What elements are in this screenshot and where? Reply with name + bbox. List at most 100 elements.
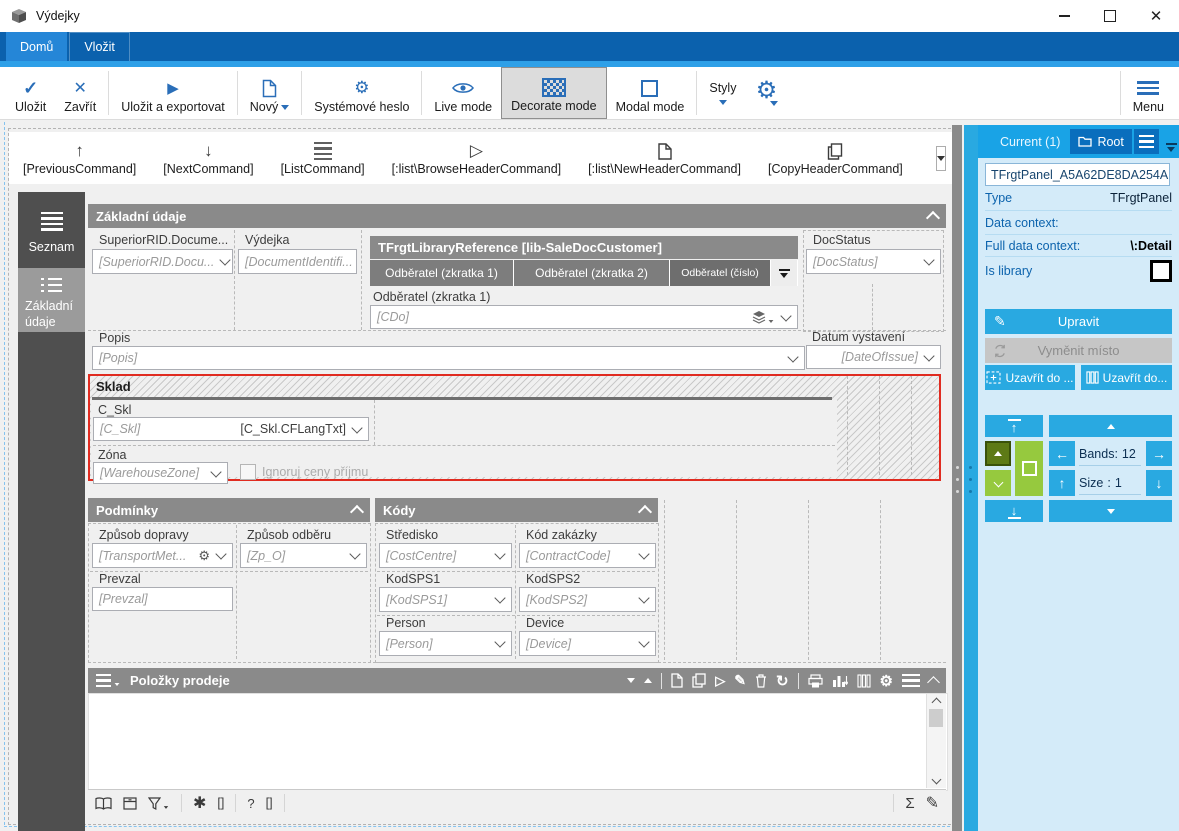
move-bottom-button[interactable]: ↓ bbox=[985, 500, 1043, 522]
move-up-icon[interactable] bbox=[644, 678, 653, 683]
size-up-button[interactable]: ↑ bbox=[1049, 470, 1075, 496]
system-password-button[interactable]: ⚙ Systémové heslo bbox=[314, 78, 410, 114]
band-up-button[interactable] bbox=[1049, 415, 1172, 437]
scroll-down-icon[interactable] bbox=[927, 774, 945, 788]
kodsps1-combo[interactable]: [KodSPS1] bbox=[379, 587, 512, 612]
list-command[interactable]: [ListCommand] bbox=[281, 140, 365, 176]
kodsps2-combo[interactable]: [KodSPS2] bbox=[519, 587, 656, 612]
prevzal-input[interactable]: [Prevzal] bbox=[92, 587, 233, 611]
toolbar-menu-button[interactable]: Menu bbox=[1124, 67, 1173, 119]
filter-icon[interactable] bbox=[148, 796, 170, 810]
polozky-scrollbar[interactable] bbox=[926, 694, 946, 788]
popis-combo[interactable]: [Popis] bbox=[92, 346, 805, 370]
refresh-icon[interactable]: ↻ bbox=[775, 672, 789, 690]
device-combo[interactable]: [Device] bbox=[519, 631, 656, 656]
inspector-menu-button[interactable] bbox=[1133, 129, 1159, 154]
bracket-icon[interactable]: [] bbox=[217, 796, 225, 810]
settings-dropdown-button[interactable]: ⚙ bbox=[745, 67, 787, 119]
cdo-input[interactable]: [CDo] bbox=[370, 305, 798, 329]
vydejka-input[interactable]: [DocumentIdentifi... bbox=[238, 249, 357, 274]
printer-icon[interactable] bbox=[807, 673, 823, 688]
zona-combo[interactable]: [WarehouseZone] bbox=[93, 462, 228, 484]
splitter-handle[interactable] bbox=[952, 125, 962, 831]
sklad-section-selected[interactable]: Sklad C_Skl [C_Skl] [C_Skl.CFLangTxt] Zó… bbox=[88, 374, 941, 484]
doprava-combo[interactable]: [TransportMet... ⚙ bbox=[92, 543, 233, 568]
upravit-button[interactable]: ✎ Upravit bbox=[985, 309, 1172, 334]
previous-command[interactable]: ↑ [PreviousCommand] bbox=[23, 141, 137, 176]
styles-button[interactable]: Styly bbox=[700, 67, 745, 119]
pencil-icon[interactable]: ✎ bbox=[925, 795, 939, 812]
gear-icon[interactable]: ⚙ bbox=[879, 672, 893, 690]
green-down-button[interactable] bbox=[985, 470, 1011, 496]
copy-row-icon[interactable] bbox=[692, 673, 706, 688]
sidebar-item-seznam[interactable]: Seznam bbox=[18, 202, 85, 264]
collapse-icon[interactable] bbox=[349, 504, 365, 519]
kod-zakazky-combo[interactable]: [ContractCode] bbox=[519, 543, 656, 568]
tab-odberatel-cislo[interactable]: Odběratel (číslo) bbox=[670, 260, 770, 286]
menu-icon[interactable] bbox=[902, 673, 920, 688]
docstatus-combo[interactable]: [DocStatus] bbox=[806, 249, 941, 274]
tab-odberatel-zkratka2[interactable]: Odběratel (zkratka 2) bbox=[514, 260, 669, 286]
next-command[interactable]: ↓ [NextCommand] bbox=[163, 141, 254, 176]
cskl-input[interactable]: [C_Skl] [C_Skl.CFLangTxt] bbox=[93, 417, 369, 441]
grid-menu-icon[interactable] bbox=[96, 673, 121, 688]
collapse-icon[interactable] bbox=[925, 210, 941, 225]
dropdown-icon[interactable] bbox=[1165, 132, 1177, 152]
tab-overflow-dropdown[interactable] bbox=[771, 260, 797, 286]
new-header-command[interactable]: [:list\NewHeaderCommand] bbox=[588, 140, 741, 176]
tab-vlozit[interactable]: Vložit bbox=[69, 32, 130, 61]
person-combo[interactable]: [Person] bbox=[379, 631, 512, 656]
bracket-icon[interactable]: [] bbox=[265, 796, 273, 810]
scroll-up-icon[interactable] bbox=[927, 694, 945, 708]
tab-domu[interactable]: Domů bbox=[6, 32, 68, 61]
question-icon[interactable]: ? bbox=[247, 795, 255, 811]
uzavrit-do-button-1[interactable]: Uzavřít do ... bbox=[985, 365, 1075, 390]
maximize-button[interactable] bbox=[1087, 1, 1133, 32]
close-button[interactable]: ✕ bbox=[1149, 8, 1163, 25]
tab-root[interactable]: Root bbox=[1070, 129, 1132, 154]
gear-icon[interactable]: ⚙ bbox=[198, 547, 210, 563]
pencil-icon[interactable]: ✎ bbox=[734, 672, 746, 688]
chart-icon[interactable] bbox=[832, 674, 848, 688]
polozky-list-area[interactable] bbox=[88, 693, 948, 791]
component-name-input[interactable]: TFrgtPanel_A5A62DE8DA254AB bbox=[985, 163, 1170, 186]
layers-icon[interactable] bbox=[752, 310, 775, 324]
datum-combo[interactable]: [DateOfIssue] bbox=[806, 345, 941, 369]
new-row-icon[interactable] bbox=[671, 673, 683, 688]
stredisko-combo[interactable]: [CostCentre] bbox=[379, 543, 512, 568]
tab-odberatel-zkratka1[interactable]: Odběratel (zkratka 1) bbox=[370, 260, 513, 286]
trash-icon[interactable] bbox=[755, 673, 767, 688]
archive-icon[interactable] bbox=[123, 796, 137, 810]
tab-current[interactable]: Current (1) bbox=[1000, 134, 1061, 149]
browse-header-command[interactable]: ▷ [:list\BrowseHeaderCommand] bbox=[391, 141, 562, 176]
sidebar-item-zakladni-udaje[interactable]: Základní údaje bbox=[18, 268, 85, 332]
columns-icon[interactable] bbox=[856, 673, 871, 688]
odber-combo[interactable]: [Zp_O] bbox=[240, 543, 367, 568]
superior-combo[interactable]: [SuperiorRID.Docu... bbox=[92, 249, 233, 274]
asterisk-icon[interactable]: ✱ bbox=[193, 795, 207, 812]
play-outline-icon[interactable]: ▷ bbox=[715, 672, 726, 688]
decorate-mode-button[interactable]: Decorate mode bbox=[501, 67, 607, 119]
book-icon[interactable] bbox=[95, 796, 112, 810]
move-down-icon[interactable] bbox=[627, 678, 636, 683]
green-square-button[interactable] bbox=[1015, 441, 1043, 496]
minimize-button[interactable] bbox=[1041, 1, 1087, 32]
ignore-prices-checkbox[interactable] bbox=[240, 464, 256, 480]
sum-icon[interactable]: Σ bbox=[905, 794, 915, 812]
vymenit-misto-button[interactable]: Vyměnit místo bbox=[985, 338, 1172, 363]
collapse-icon[interactable] bbox=[637, 504, 653, 519]
new-button[interactable]: Nový bbox=[241, 67, 298, 119]
modal-mode-button[interactable]: Modal mode bbox=[607, 67, 694, 119]
uzavrit-do-button-2[interactable]: Uzavřít do... bbox=[1081, 365, 1172, 390]
save-button[interactable]: ✓ Uložit bbox=[15, 77, 47, 115]
band-down-button[interactable] bbox=[1049, 500, 1172, 522]
close-form-button[interactable]: ✕ Zavřít bbox=[55, 67, 105, 119]
move-top-button[interactable]: ↑ bbox=[985, 415, 1043, 437]
save-export-button[interactable]: ▶ Uložit a exportovat bbox=[112, 67, 234, 119]
inspector-edge-handle[interactable] bbox=[964, 125, 978, 831]
is-library-checkbox[interactable] bbox=[1150, 260, 1172, 282]
green-up-button[interactable] bbox=[985, 441, 1011, 466]
size-down-button[interactable]: ↓ bbox=[1146, 470, 1172, 496]
collapse-icon[interactable] bbox=[927, 675, 940, 689]
bands-right-button[interactable]: → bbox=[1146, 441, 1172, 466]
